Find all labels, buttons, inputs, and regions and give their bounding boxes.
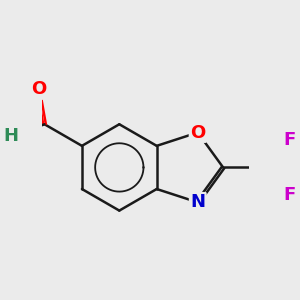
Text: O: O bbox=[31, 80, 46, 98]
Text: F: F bbox=[283, 131, 295, 149]
Text: O: O bbox=[190, 124, 206, 142]
Text: F: F bbox=[283, 185, 295, 203]
Text: N: N bbox=[190, 194, 205, 211]
Text: H: H bbox=[4, 128, 19, 146]
